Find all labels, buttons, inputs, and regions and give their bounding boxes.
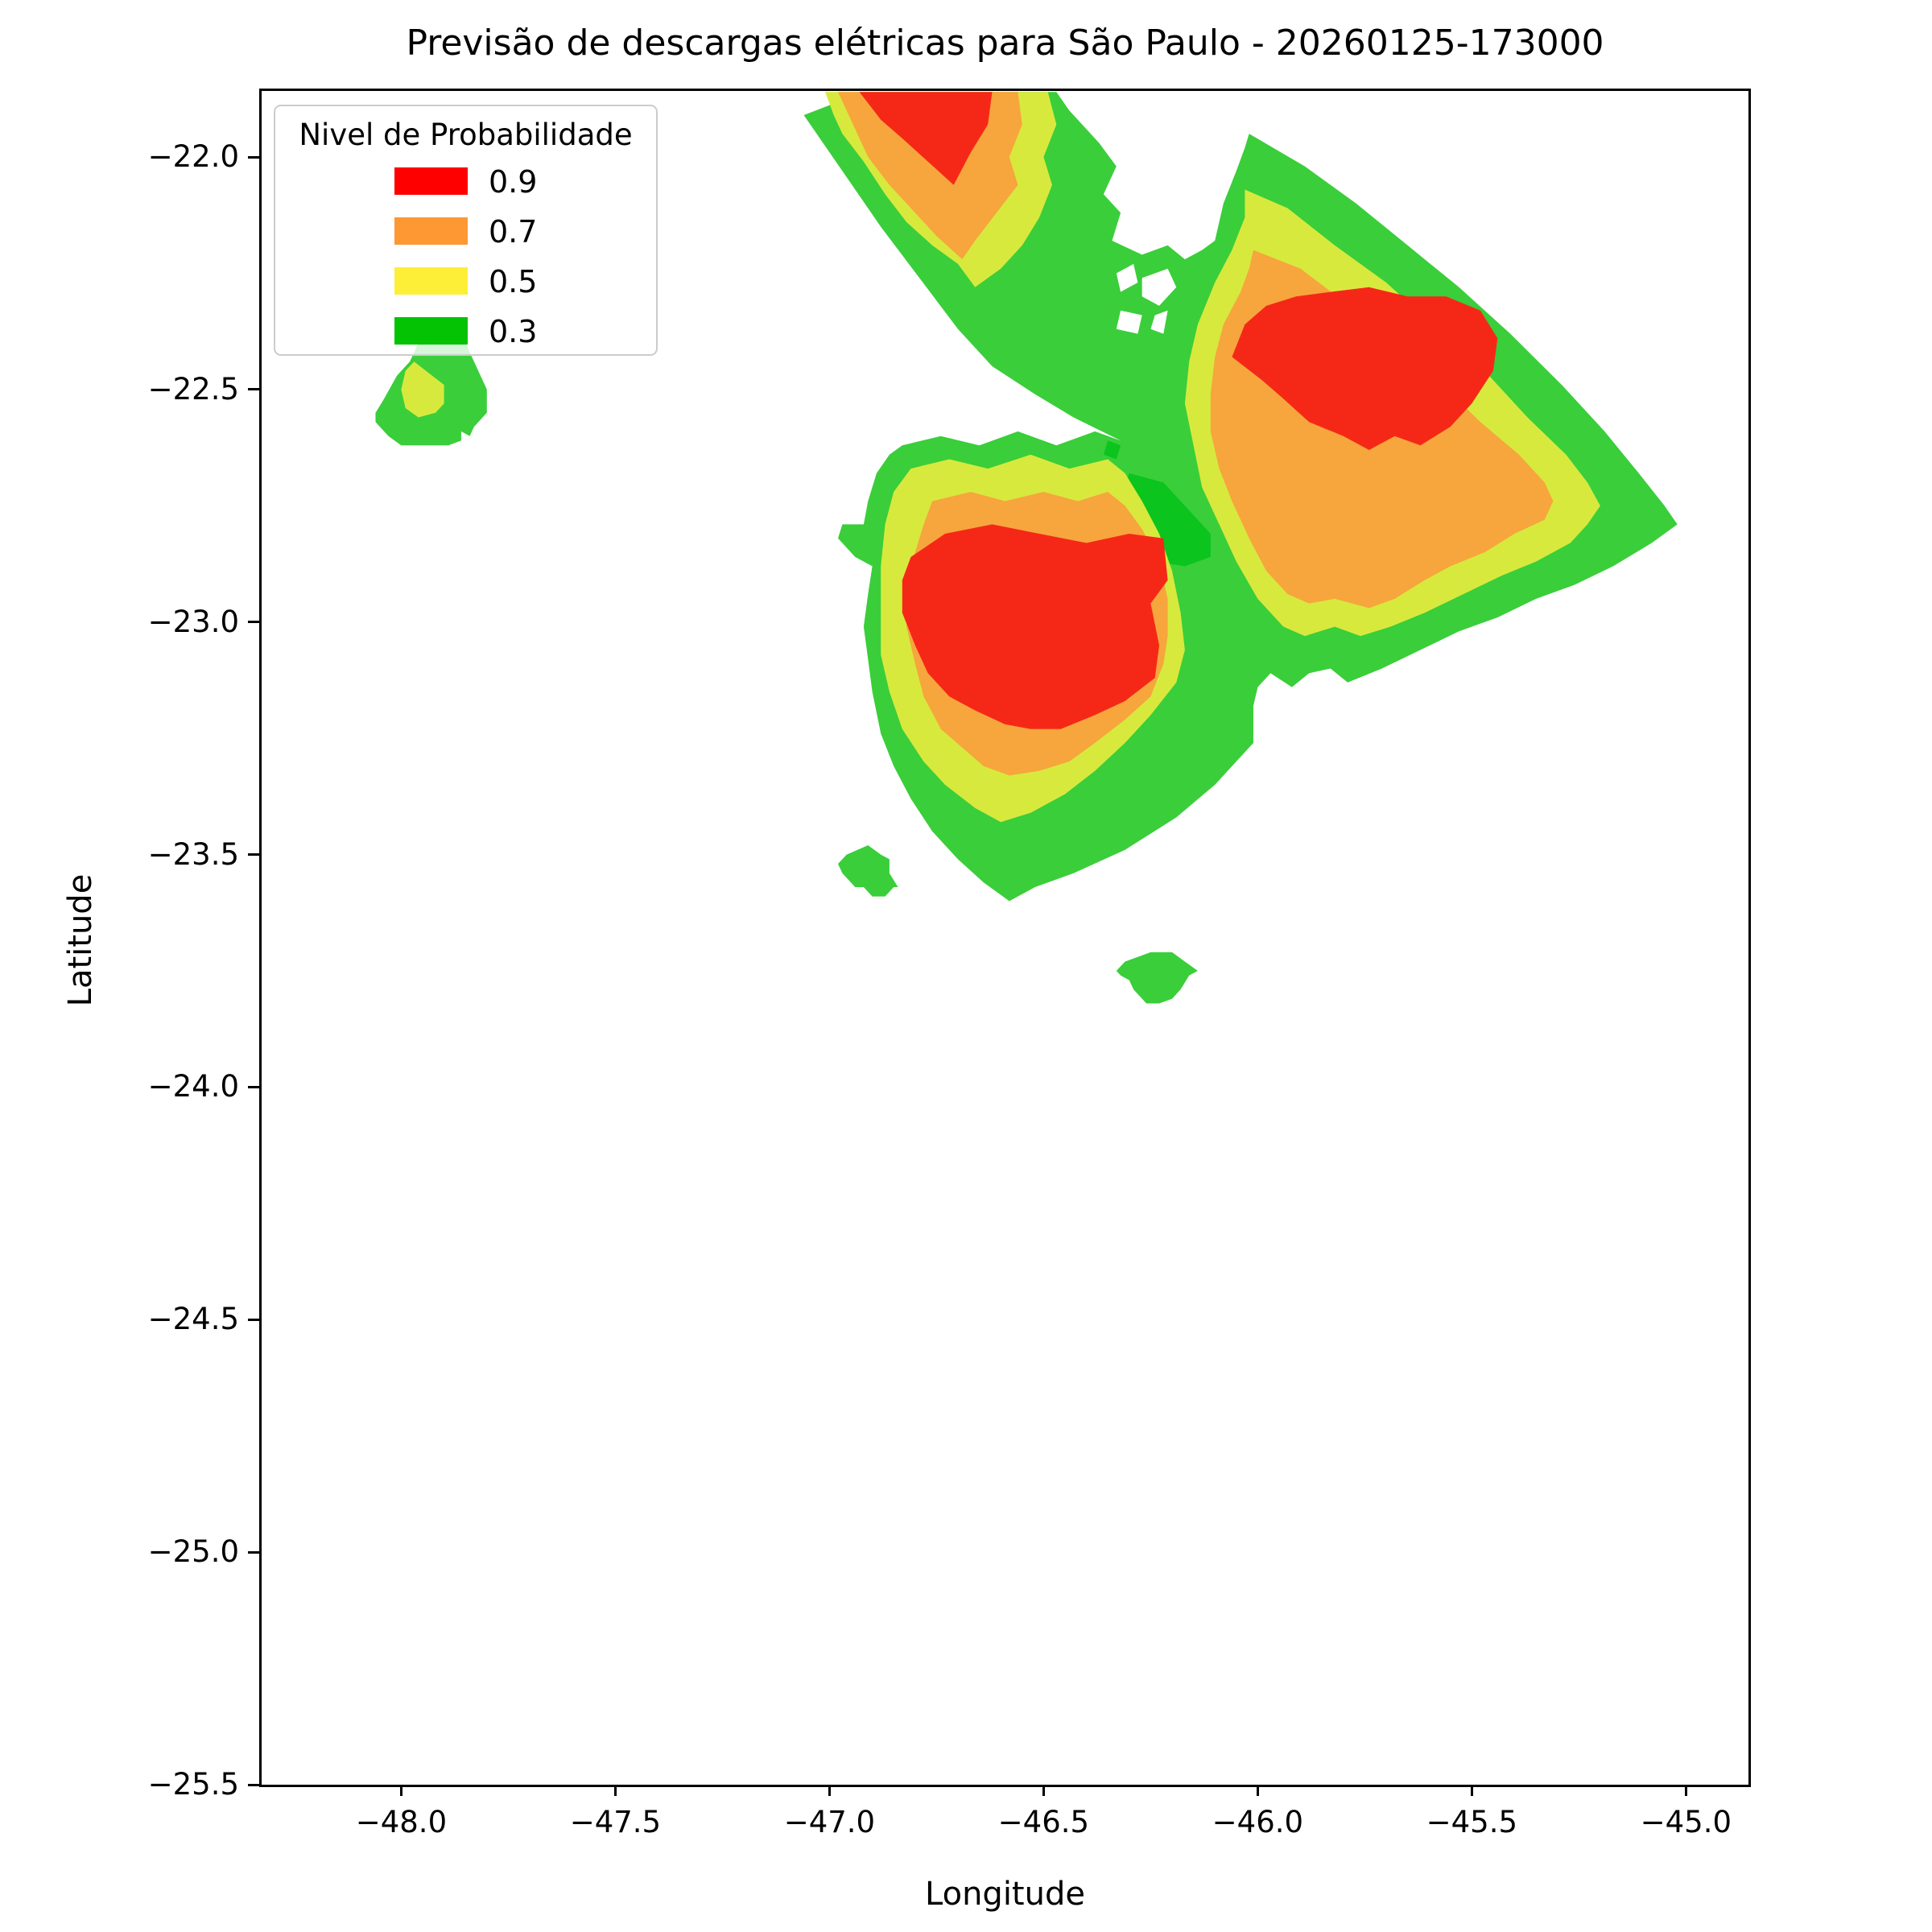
- contour-region-dark-green-speck: [1103, 440, 1121, 460]
- x-tick-mark: [1684, 1785, 1687, 1796]
- y-tick-label: −25.5: [147, 1767, 239, 1802]
- y-tick-mark: [248, 1783, 259, 1786]
- legend-label: 0.5: [489, 264, 538, 299]
- x-axis-label: Longitude: [925, 1876, 1085, 1913]
- legend-swatch-red: [394, 167, 468, 195]
- x-tick-label: −45.0: [1640, 1805, 1732, 1839]
- x-tick-label: −46.5: [997, 1805, 1090, 1839]
- x-tick-mark: [1470, 1785, 1473, 1796]
- y-tick-mark: [248, 1550, 259, 1554]
- x-tick-label: −47.5: [569, 1805, 662, 1839]
- chart-title: Previsão de descargas elétricas para São…: [406, 23, 1604, 64]
- y-tick-mark: [248, 1318, 259, 1321]
- x-tick-label: −47.0: [783, 1805, 876, 1839]
- contour-region-west-blob-yellowgreen: [401, 361, 444, 418]
- y-tick-mark: [248, 388, 259, 391]
- contour-region-hole-2: [1141, 268, 1177, 306]
- legend-label: 0.3: [489, 314, 538, 349]
- x-tick-label: −46.0: [1212, 1805, 1304, 1839]
- legend: Nivel de Probabilidade 0.9 0.7 0.5 0.3: [274, 105, 658, 356]
- y-tick-label: −24.0: [147, 1069, 239, 1104]
- legend-swatch-orange: [394, 217, 468, 245]
- contour-map-svg: [375, 92, 1678, 1004]
- contour-region-hole-3: [1116, 310, 1142, 334]
- y-tick-label: −22.5: [147, 371, 239, 407]
- y-axis-label: Latitude: [62, 873, 99, 1007]
- plot-area: [259, 89, 1751, 1787]
- contour-region-central-lobe-red: [902, 524, 1168, 729]
- contour-region-south-blob-1: [838, 845, 898, 897]
- contour-region-top-lobe-red: [859, 92, 993, 185]
- x-tick-mark: [399, 1785, 402, 1796]
- legend-label: 0.9: [489, 164, 538, 200]
- contour-region-south-blob-2: [1116, 952, 1198, 1004]
- x-tick-mark: [828, 1785, 831, 1796]
- y-tick-label: −24.5: [147, 1302, 239, 1337]
- contour-region-hole-1: [1116, 263, 1138, 292]
- y-tick-label: −23.5: [147, 836, 239, 872]
- contour-region-hole-4: [1150, 310, 1168, 334]
- x-tick-label: −45.5: [1426, 1805, 1518, 1839]
- x-tick-mark: [1256, 1785, 1259, 1796]
- legend-swatch-green: [394, 317, 468, 345]
- x-tick-label: −48.0: [355, 1805, 448, 1839]
- y-tick-label: −23.0: [147, 604, 239, 639]
- contour-region-right-lobe-red: [1232, 287, 1498, 450]
- y-tick-label: −25.0: [147, 1534, 239, 1570]
- y-tick-mark: [248, 1085, 259, 1088]
- x-tick-mark: [1042, 1785, 1045, 1796]
- legend-title: Nivel de Probabilidade: [299, 118, 633, 152]
- legend-swatch-yellow: [394, 267, 468, 295]
- y-tick-mark: [248, 621, 259, 624]
- x-tick-mark: [613, 1785, 617, 1796]
- y-tick-label: −22.0: [147, 139, 239, 175]
- y-tick-mark: [248, 155, 259, 159]
- legend-label: 0.7: [489, 214, 538, 250]
- y-tick-mark: [248, 853, 259, 857]
